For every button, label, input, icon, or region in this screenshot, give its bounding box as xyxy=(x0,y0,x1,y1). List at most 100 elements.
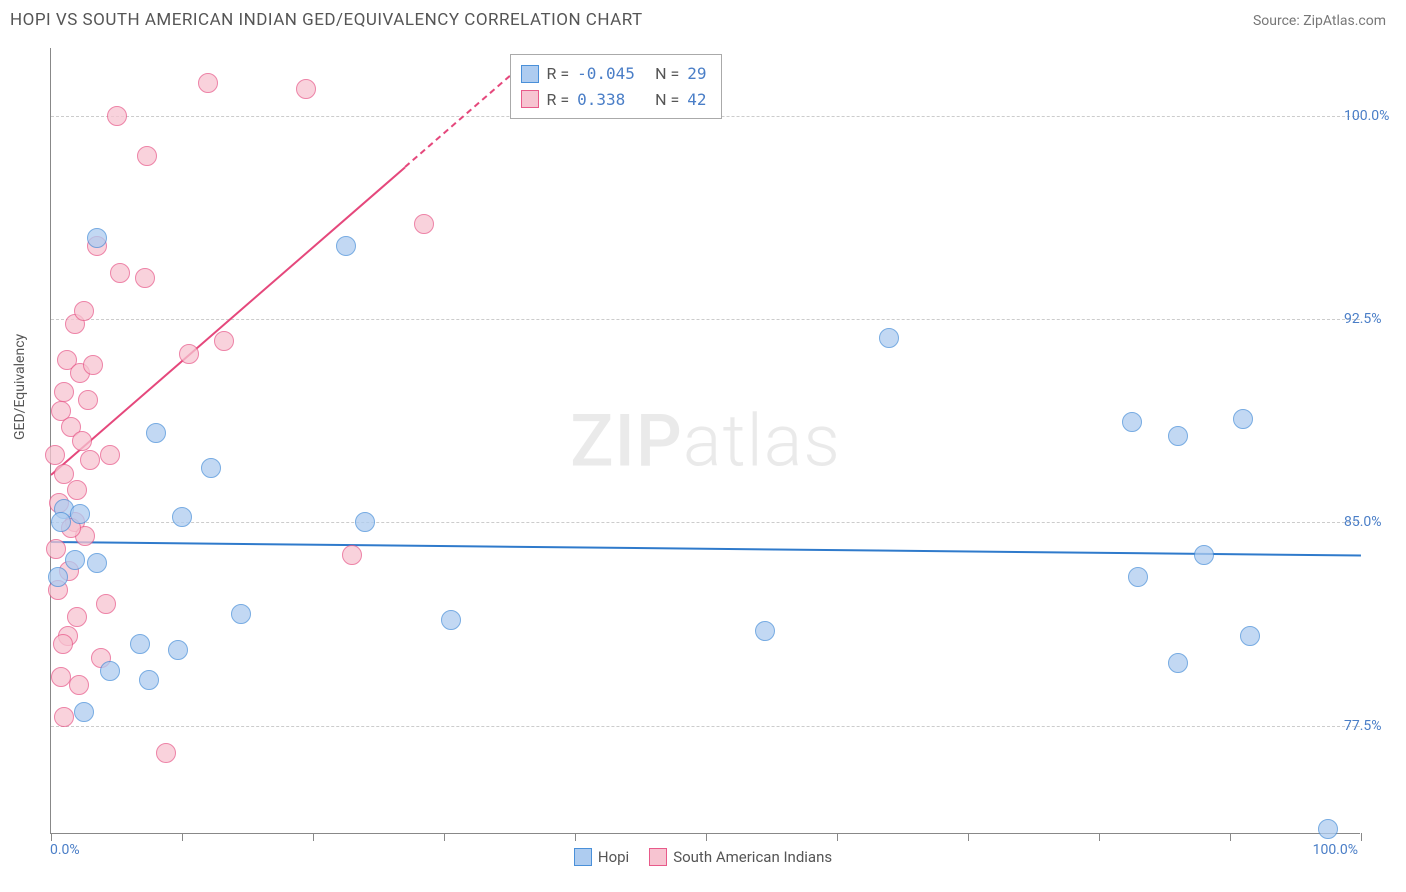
data-point xyxy=(1168,426,1188,446)
data-point xyxy=(100,445,120,465)
y-tick-label: 100.0% xyxy=(1344,108,1404,124)
data-point xyxy=(69,675,89,695)
x-tick xyxy=(575,833,576,841)
x-tick xyxy=(313,833,314,841)
data-point xyxy=(51,512,71,532)
data-point xyxy=(48,567,68,587)
x-tick xyxy=(182,833,183,841)
data-point xyxy=(135,268,155,288)
gridline xyxy=(51,319,1360,320)
x-tick xyxy=(706,833,707,841)
data-point xyxy=(139,670,159,690)
data-point xyxy=(1318,819,1338,839)
data-point xyxy=(1240,626,1260,646)
data-point xyxy=(198,73,218,93)
x-tick xyxy=(968,833,969,841)
legend-swatch xyxy=(649,848,667,866)
data-point xyxy=(172,507,192,527)
data-point xyxy=(336,236,356,256)
data-point xyxy=(70,504,90,524)
gridline xyxy=(51,726,1360,727)
data-point xyxy=(879,328,899,348)
data-point xyxy=(130,634,150,654)
data-point xyxy=(1194,545,1214,565)
y-tick-label: 92.5% xyxy=(1344,311,1404,327)
data-point xyxy=(65,550,85,570)
data-point xyxy=(296,79,316,99)
legend-label: South American Indians xyxy=(673,848,832,866)
data-point xyxy=(45,445,65,465)
data-point xyxy=(80,450,100,470)
data-point xyxy=(755,621,775,641)
data-point xyxy=(146,423,166,443)
x-tick xyxy=(1230,833,1231,841)
x-tick xyxy=(51,833,52,841)
data-point xyxy=(179,344,199,364)
data-point xyxy=(214,331,234,351)
data-point xyxy=(1168,653,1188,673)
y-tick-label: 85.0% xyxy=(1344,514,1404,530)
data-point xyxy=(168,640,188,660)
chart-title: HOPI VS SOUTH AMERICAN INDIAN GED/EQUIVA… xyxy=(10,10,643,30)
data-point xyxy=(83,355,103,375)
bottom-legend: Hopi South American Indians xyxy=(0,848,1406,866)
stats-row: R = -0.045 N = 29 xyxy=(521,61,707,87)
legend-swatch xyxy=(521,65,539,83)
y-axis-title: GED/Equivalency xyxy=(12,334,28,440)
data-point xyxy=(67,607,87,627)
data-point xyxy=(100,661,120,681)
data-point xyxy=(74,301,94,321)
n-label: N = xyxy=(655,87,679,113)
data-point xyxy=(441,610,461,630)
chart-header: HOPI VS SOUTH AMERICAN INDIAN GED/EQUIVA… xyxy=(0,0,1406,36)
stats-row: R = 0.338 N = 42 xyxy=(521,87,707,113)
data-point xyxy=(87,553,107,573)
r-value: 0.338 xyxy=(577,87,647,113)
r-value: -0.045 xyxy=(577,61,647,87)
data-point xyxy=(46,539,66,559)
legend-item: Hopi xyxy=(574,848,629,866)
x-tick xyxy=(1361,833,1362,841)
data-point xyxy=(201,458,221,478)
stats-box: R = -0.045 N = 29 R = 0.338 N = 42 xyxy=(510,54,722,119)
data-point xyxy=(110,263,130,283)
watermark: ZIPatlas xyxy=(570,398,841,483)
data-point xyxy=(54,382,74,402)
legend-item: South American Indians xyxy=(649,848,832,866)
y-tick-label: 77.5% xyxy=(1344,718,1404,734)
data-point xyxy=(54,707,74,727)
n-label: N = xyxy=(655,61,679,87)
r-label: R = xyxy=(547,87,570,113)
data-point xyxy=(72,431,92,451)
gridline xyxy=(51,522,1360,523)
data-point xyxy=(156,743,176,763)
data-point xyxy=(67,480,87,500)
r-label: R = xyxy=(547,61,570,87)
data-point xyxy=(96,594,116,614)
legend-label: Hopi xyxy=(598,848,629,866)
scatter-chart: ZIPatlas 100.0%92.5%85.0%77.5%R =-0.045N… xyxy=(50,48,1360,834)
x-tick xyxy=(837,833,838,841)
data-point xyxy=(78,390,98,410)
data-point xyxy=(1122,412,1142,432)
data-point xyxy=(107,106,127,126)
trend-line xyxy=(50,166,405,475)
n-value: 29 xyxy=(687,61,706,87)
x-tick xyxy=(444,833,445,841)
data-point xyxy=(414,214,434,234)
n-value: 42 xyxy=(687,87,706,113)
data-point xyxy=(231,604,251,624)
data-point xyxy=(53,634,73,654)
data-point xyxy=(1128,567,1148,587)
x-tick xyxy=(1099,833,1100,841)
data-point xyxy=(87,228,107,248)
data-point xyxy=(1233,409,1253,429)
data-point xyxy=(74,702,94,722)
data-point xyxy=(342,545,362,565)
trend-line xyxy=(404,75,510,168)
source-label: Source: ZipAtlas.com xyxy=(1253,13,1386,29)
legend-swatch xyxy=(521,90,539,108)
trend-line xyxy=(51,541,1361,557)
legend-swatch xyxy=(574,848,592,866)
data-point xyxy=(355,512,375,532)
